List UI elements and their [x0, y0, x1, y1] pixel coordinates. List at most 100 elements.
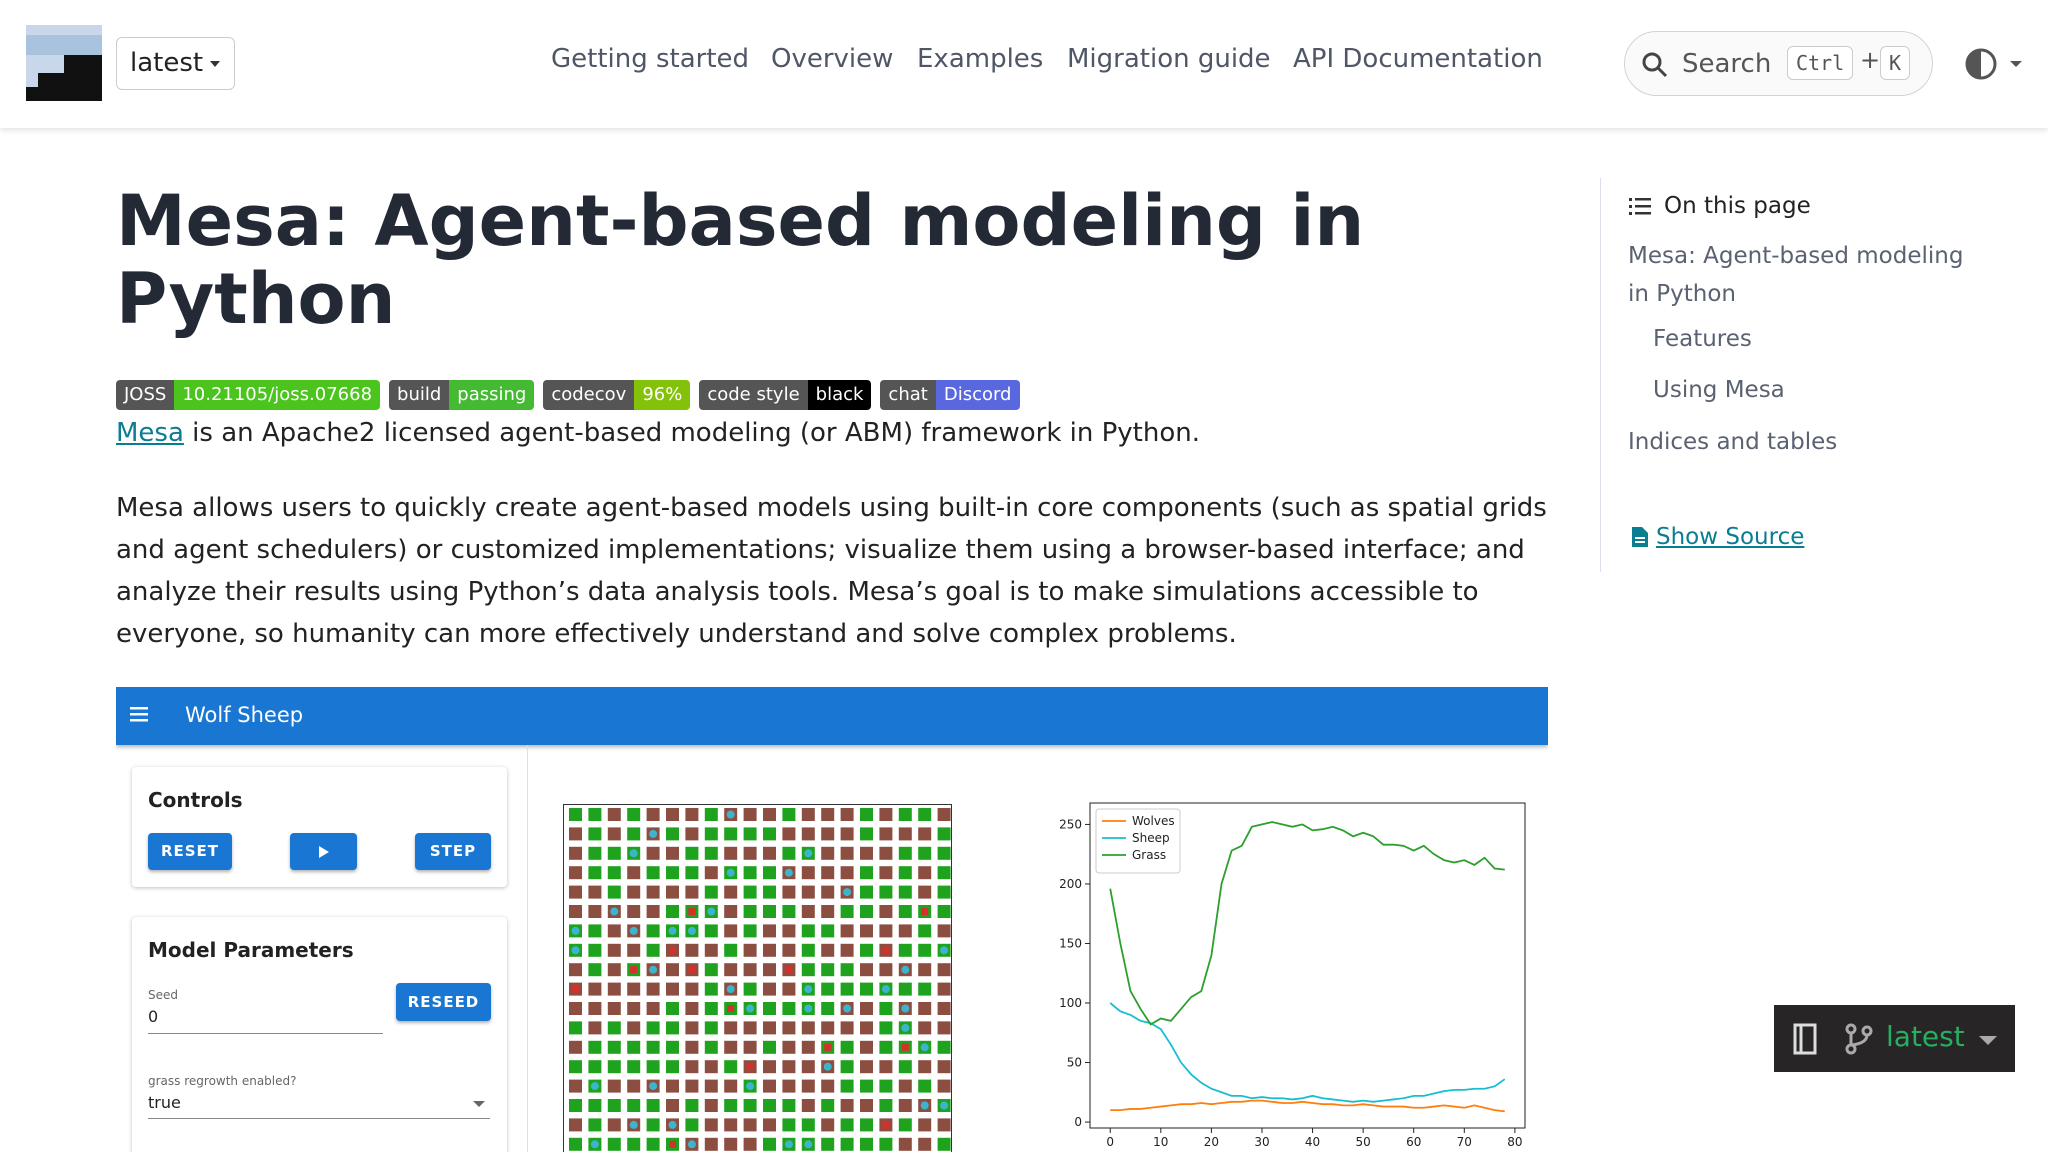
cell — [646, 846, 660, 860]
cell — [607, 1099, 621, 1112]
wolf — [901, 1043, 909, 1051]
sheep — [649, 829, 658, 838]
x-tick-label: 30 — [1254, 1135, 1269, 1149]
cell — [879, 1060, 893, 1074]
link[interactable]: Mesa — [116, 418, 184, 448]
cell — [801, 885, 815, 899]
wolf — [669, 946, 676, 954]
reset-button[interactable]: RESET — [148, 833, 232, 870]
theme-toggle[interactable] — [1965, 48, 2025, 80]
version-flyout[interactable]: latest — [1774, 1005, 2015, 1072]
search-box[interactable]: Search Ctrl + K — [1624, 31, 1933, 96]
cell — [666, 866, 679, 880]
cell — [898, 1137, 912, 1151]
app-screenshot: Wolf Sheep Controls RESET STEP Model Par… — [116, 687, 1548, 1152]
cell — [724, 885, 738, 899]
reseed-button[interactable]: RESEED — [396, 983, 491, 1021]
cell — [704, 963, 718, 977]
cell — [821, 924, 835, 938]
toc-link[interactable]: Indices and tables — [1628, 429, 1838, 455]
cell — [937, 1118, 951, 1132]
cell — [782, 1040, 796, 1054]
cell — [782, 1118, 796, 1132]
paragraph: Mesa allows users to quickly create agen… — [116, 493, 1547, 649]
badge[interactable]: JOSS 10.21105/joss.07668 — [116, 380, 381, 410]
cell — [588, 827, 602, 841]
toc-link[interactable]: Mesa: Agent-based modeling in Python — [1628, 243, 1964, 307]
intro: Mesa is an Apache2 licensed agent-based … — [116, 418, 1200, 448]
sheep — [649, 1082, 658, 1091]
cell — [704, 1099, 718, 1112]
cell — [743, 905, 757, 918]
cell — [821, 905, 835, 918]
cell — [840, 1099, 854, 1112]
grass-select[interactable]: true — [148, 1093, 181, 1112]
cell — [937, 1002, 951, 1015]
cell — [607, 1040, 621, 1054]
nav-link[interactable]: API Documentation — [1293, 44, 1543, 74]
cell — [782, 982, 796, 996]
nav-link[interactable]: Migration guide — [1067, 44, 1271, 74]
sheep — [901, 965, 910, 974]
badge-message: 10.21105/joss.07668 — [174, 380, 381, 410]
x-tick-label: 70 — [1457, 1135, 1472, 1149]
x-tick-label: 40 — [1305, 1135, 1320, 1149]
cell — [860, 808, 873, 821]
wolf — [785, 966, 793, 974]
cell — [801, 1079, 815, 1093]
cell — [569, 808, 582, 821]
cell — [763, 1021, 776, 1035]
branch-icon — [1845, 1023, 1873, 1055]
version-select[interactable]: latest — [116, 37, 235, 90]
x-tick-label: 0 — [1106, 1135, 1114, 1149]
cell — [763, 866, 776, 880]
cell — [685, 1118, 699, 1132]
cell — [743, 924, 757, 938]
x-tick-label: 50 — [1355, 1135, 1370, 1149]
nav-link[interactable]: Examples — [917, 44, 1044, 74]
cell — [685, 1021, 699, 1035]
show-source[interactable]: Show Source — [1656, 524, 1805, 550]
wolf — [824, 1043, 832, 1051]
seed-input[interactable]: 0 — [148, 1007, 159, 1026]
cell — [840, 827, 854, 841]
cell — [840, 905, 854, 918]
logo[interactable] — [26, 25, 102, 101]
cell — [743, 885, 757, 899]
cell — [685, 982, 699, 996]
cell — [879, 1137, 893, 1151]
cell — [937, 1079, 951, 1093]
badge[interactable]: code style black — [699, 380, 872, 410]
badge[interactable]: codecov 96% — [543, 380, 691, 410]
cell — [763, 1040, 776, 1054]
cell — [898, 905, 912, 918]
nav-link[interactable]: Overview — [771, 44, 894, 74]
cell — [724, 1079, 738, 1093]
sheep — [590, 1082, 599, 1091]
cell — [588, 846, 602, 860]
play-button[interactable] — [290, 833, 357, 870]
cell — [646, 1060, 660, 1074]
cell — [937, 982, 951, 996]
cell — [607, 885, 621, 899]
cell — [860, 1137, 873, 1151]
underline — [148, 1033, 383, 1034]
cell — [743, 1118, 757, 1132]
badge[interactable]: build passing — [389, 380, 535, 410]
sheep — [571, 926, 580, 935]
cell — [918, 1060, 932, 1074]
cell — [607, 943, 621, 957]
toc-link[interactable]: Features — [1653, 326, 1752, 352]
cell — [627, 982, 641, 996]
cell — [588, 1021, 602, 1035]
app-title: Wolf Sheep — [185, 703, 304, 727]
side-panel: Controls RESET STEP Model Parameters See… — [116, 745, 528, 1152]
badge[interactable]: chat Discord — [880, 380, 1020, 410]
step-button[interactable]: STEP — [415, 833, 491, 870]
toc-link[interactable]: Using Mesa — [1653, 377, 1785, 403]
cell — [801, 1040, 815, 1054]
nav-link[interactable]: Getting started — [551, 44, 750, 74]
cell — [627, 1040, 641, 1054]
wolf — [688, 966, 696, 974]
